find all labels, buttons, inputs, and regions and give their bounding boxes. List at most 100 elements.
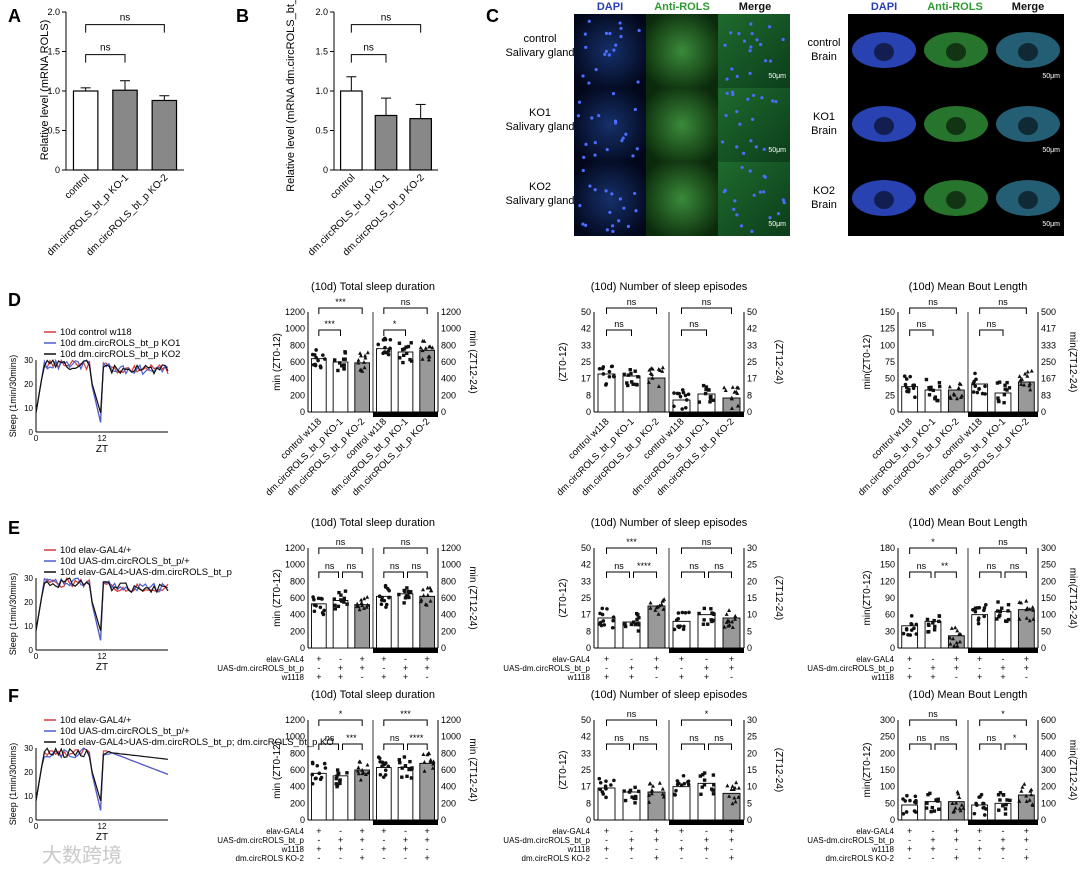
c-row-label-left: Salivary gland <box>505 195 574 207</box>
f-episodes-right-tick: 15 <box>747 765 757 775</box>
e-episodes-dot <box>682 624 686 629</box>
e-episodes-right-tick: 25 <box>747 560 757 570</box>
d-episodes-dark-phase-bar <box>669 412 744 417</box>
f-total-geno-sign: + <box>425 826 430 836</box>
d-total-left-tick: 400 <box>290 374 305 384</box>
f-episodes-dot <box>601 792 606 796</box>
e-episodes-sig-label: ns <box>702 537 712 547</box>
c-nucleus-dot <box>742 39 747 43</box>
f-total-dot <box>335 783 340 787</box>
f-total-geno-sign: + <box>360 853 365 863</box>
d-total-left-tick: 0 <box>300 407 305 417</box>
e-total-right-bar <box>397 593 414 649</box>
d-total-left-tick: 600 <box>290 357 305 367</box>
e-bout-dot <box>1024 607 1029 612</box>
d-total-dot <box>342 363 346 367</box>
f-episodes-sig-bracket <box>708 743 732 750</box>
f-bout-sig-bracket <box>979 743 1002 750</box>
e-total-dot <box>337 590 341 595</box>
f-total-left-tick: 1000 <box>285 732 305 742</box>
f-total-sig-bracket <box>407 743 428 750</box>
f-episodes-sig-label: ns <box>614 733 624 743</box>
f-total-dot <box>383 768 388 772</box>
d-episodes-right-tick: 50 <box>747 307 757 317</box>
f-total-left-tick: 800 <box>290 748 305 758</box>
f-bout-dot <box>928 791 932 796</box>
e-total-left-bar <box>354 604 370 649</box>
f-bout-dot <box>936 799 940 803</box>
f-episodes-dot <box>661 794 666 799</box>
e-episodes-left-tick: 50 <box>581 543 591 553</box>
c-nucleus-dot <box>749 22 753 26</box>
e-episodes-geno-sign: + <box>604 654 609 664</box>
f-episodes-left-tick: 0 <box>586 815 591 825</box>
d-profile-xtick: 0 <box>34 434 39 443</box>
d-bout-left-tick: 75 <box>885 357 895 367</box>
f-bout-dot <box>1022 782 1027 786</box>
f-episodes-geno-sign: + <box>654 853 659 863</box>
e-total-dot <box>429 588 434 593</box>
d-total-dot <box>356 360 361 365</box>
c-nucleus-dot <box>612 48 616 52</box>
f-bout-dot <box>1001 804 1005 808</box>
f-episodes-geno-sign: + <box>604 826 609 836</box>
f-total-dot <box>431 759 436 764</box>
d-total-dot <box>402 353 406 358</box>
f-total-dot <box>403 764 408 768</box>
d-total-right-tick: 1000 <box>441 324 461 334</box>
d-total-dot <box>405 351 409 356</box>
d-bout-dot <box>1019 377 1024 381</box>
f-total-left-tick: 1200 <box>285 715 305 725</box>
e-total-dot <box>339 593 343 597</box>
c-nucleus-dot <box>735 109 739 114</box>
c-header-rols-left: Anti-ROLS <box>654 1 710 13</box>
d-bout-dot <box>980 391 985 396</box>
panel-c-micrographs: DAPI Anti-ROLS Merge DAPI Anti-ROLS Merg… <box>505 1 1064 236</box>
d-episodes-dot <box>607 374 612 379</box>
e-episodes-left-tick: 25 <box>581 593 591 603</box>
e-total-geno-sign: - <box>426 672 429 682</box>
d-episodes-dot <box>604 383 608 387</box>
e-bout-dot <box>937 614 942 618</box>
d-bout-sig-label: ns <box>987 319 997 329</box>
e-total-dot <box>383 585 388 589</box>
f-bout-dot <box>950 801 955 805</box>
e-bout-right-bar <box>971 614 989 649</box>
f-total-geno-sign: + <box>381 844 386 854</box>
f-episodes-geno-sign: + <box>679 844 684 854</box>
d-profile-ytick: 30 <box>24 356 33 365</box>
d-bout-right-tick: 167 <box>1041 374 1056 384</box>
e-episodes-dot <box>636 629 641 633</box>
f-bout-dot <box>984 807 988 811</box>
f-episodes-right-tick: 10 <box>747 782 757 792</box>
c-nucleus-dot <box>720 140 725 144</box>
e-total-dot <box>332 597 336 601</box>
e-bout-dot <box>949 626 954 630</box>
c-nucleus-dot <box>620 139 624 143</box>
e-episodes-sig-bracket <box>681 547 732 554</box>
c-nucleus-dot <box>584 142 588 146</box>
f-total-dot <box>335 768 340 772</box>
e-total-left-tick: 800 <box>290 576 305 586</box>
e-total-geno-sign: - <box>361 672 364 682</box>
f-total-right-tick: 1200 <box>441 715 461 725</box>
d-episodes-dot <box>683 393 688 398</box>
c-nucleus-dot <box>770 99 775 103</box>
e-bout-dot <box>958 632 963 636</box>
f-episodes-geno-sign: + <box>729 826 734 836</box>
e-episodes-sig-bracket <box>633 571 657 578</box>
f-bout-sig-label: * <box>1001 709 1005 719</box>
d-bout-dot <box>908 374 913 379</box>
f-total-dot <box>409 776 414 780</box>
e-total-right-tick: 800 <box>441 576 456 586</box>
c-nucleus-dot <box>738 122 742 126</box>
e-bout-dot <box>973 609 978 614</box>
c-micrograph-salivary <box>646 88 718 162</box>
f-episodes-sig-label: * <box>705 709 709 719</box>
e-episodes-sig-label: **** <box>637 561 652 571</box>
e-episodes-dot <box>635 617 639 622</box>
e-bout-geno-sign: + <box>954 654 959 664</box>
e-episodes-dot <box>629 622 634 627</box>
c-row-label-left: KO1 <box>529 107 551 119</box>
c-row-label-right: Brain <box>811 125 837 137</box>
